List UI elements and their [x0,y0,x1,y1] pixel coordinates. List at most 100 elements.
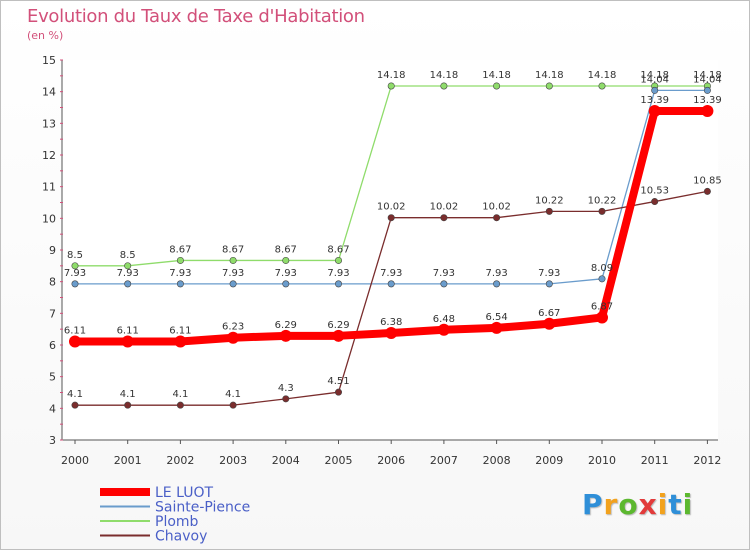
y-tick-label: 15 [42,54,56,67]
data-label: 7.93 [327,268,349,279]
data-point [651,86,659,94]
data-label: 8.67 [222,244,244,255]
data-label: 10.02 [430,202,459,213]
data-point [282,395,290,403]
data-point [701,104,714,117]
data-label: 8.67 [275,244,297,255]
legend-label: Plomb [155,514,199,530]
data-label: 10.02 [482,202,511,213]
data-point [493,82,501,90]
x-tick-label: 2000 [61,454,89,467]
data-label: 4.1 [225,389,241,400]
data-point [598,207,606,215]
data-point [490,321,503,334]
data-label: 4.51 [327,376,349,387]
data-label: 6.48 [433,314,455,325]
data-point [493,214,501,222]
data-point [229,280,237,288]
data-label: 4.3 [278,383,294,394]
data-point [71,401,79,409]
data-point [703,187,711,195]
data-point [440,214,448,222]
y-tick-label: 11 [42,181,56,194]
x-tick-label: 2002 [166,454,194,467]
data-point [440,280,448,288]
plot-area [62,60,718,440]
data-point [124,262,132,270]
data-label: 6.11 [117,326,139,337]
y-tick-label: 6 [49,339,56,352]
data-point [387,82,395,90]
data-point [493,280,501,288]
data-label: 8.5 [120,250,136,261]
y-tick-label: 5 [49,371,56,384]
chart-title: Evolution du Taux de Taxe d'Habitation [27,6,365,27]
y-tick-label: 4 [49,402,56,415]
data-label: 8.09 [591,263,613,274]
data-point [121,335,134,348]
data-label: 7.93 [275,268,297,279]
data-point [71,280,79,288]
data-point [282,280,290,288]
data-label: 4.1 [120,389,136,400]
data-label: 13.39 [693,95,722,106]
y-axis-unit: (en %) [27,29,64,42]
data-point [334,256,342,264]
data-label: 14.18 [588,70,617,81]
data-label: 10.53 [640,186,669,197]
data-label: 7.93 [433,268,455,279]
data-point [176,280,184,288]
y-tick-label: 7 [49,307,56,320]
data-label: 10.22 [588,195,617,206]
legend-label: Chavoy [155,529,207,545]
x-tick-label: 2006 [377,454,405,467]
data-point [229,256,237,264]
data-point [176,401,184,409]
brand-letter: t [668,488,683,521]
x-tick-label: 2009 [535,454,563,467]
y-tick-label: 14 [42,86,56,99]
data-label: 7.93 [169,268,191,279]
data-point [69,335,81,348]
data-point [176,256,184,264]
brand-letter: i [657,488,669,521]
x-tick-label: 2008 [483,454,511,467]
data-label: 14.04 [693,74,722,85]
x-tick-label: 2010 [588,454,616,467]
data-point [440,82,448,90]
y-tick-label: 9 [49,244,56,257]
data-point [545,82,553,90]
y-tick-label: 8 [49,276,56,289]
data-label: 8.5 [67,250,83,261]
data-point [282,256,290,264]
data-point [124,280,132,288]
data-label: 6.54 [485,312,507,323]
data-point [596,311,608,324]
data-point [387,214,395,222]
x-tick-label: 2001 [114,454,142,467]
brand-letter: r [603,488,619,521]
x-tick-label: 2005 [325,454,353,467]
data-point [703,86,711,94]
brand-letter: P [582,488,604,521]
data-label: 14.04 [640,74,669,85]
data-label: 6.11 [64,326,86,337]
y-tick-label: 12 [42,149,56,162]
legend-label: Sainte-Pience [155,500,250,516]
data-point [387,280,395,288]
data-point [545,207,553,215]
data-point [543,317,556,330]
data-point [124,401,132,409]
data-label: 10.85 [693,175,722,186]
data-label: 6.29 [275,320,297,331]
data-label: 6.87 [591,301,613,312]
data-label: 10.02 [377,202,406,213]
data-point [437,323,450,336]
brand-logo: Proxiti [582,488,693,521]
data-label: 7.93 [380,268,402,279]
data-label: 7.93 [538,268,560,279]
data-point [385,326,398,339]
data-point [174,335,187,348]
data-label: 7.93 [222,268,244,279]
